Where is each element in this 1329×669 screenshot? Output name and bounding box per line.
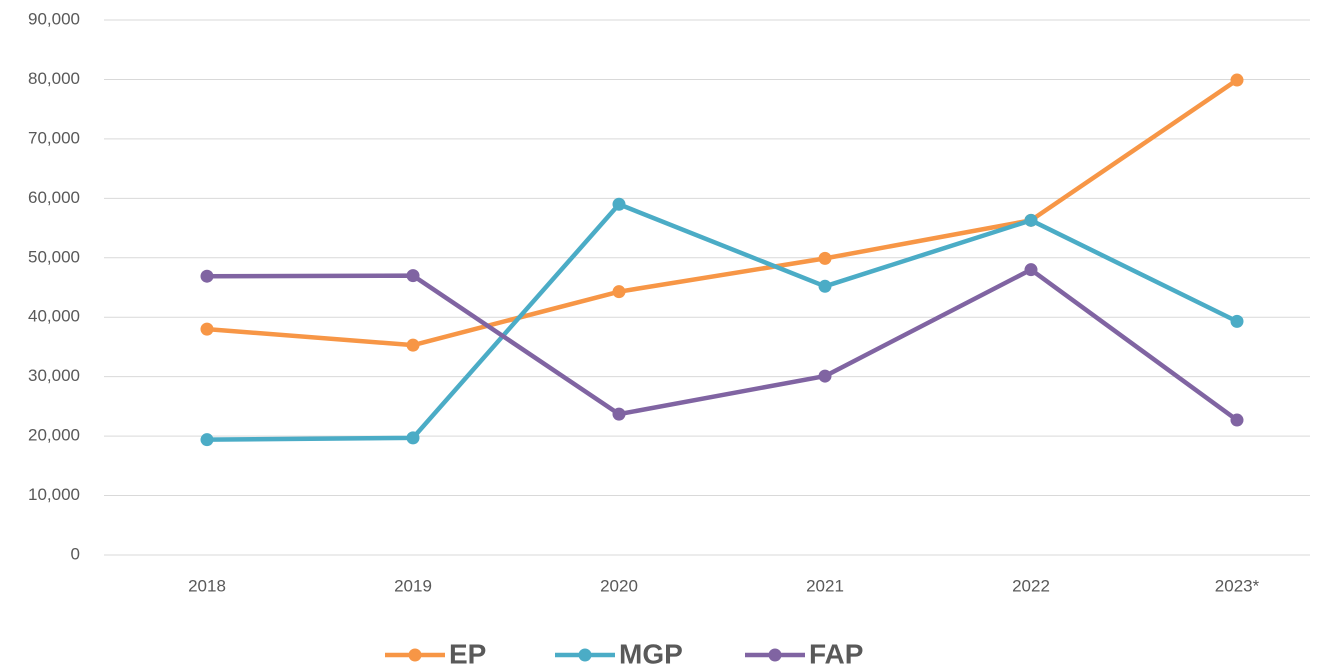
data-point <box>612 285 626 299</box>
x-tick-label: 2019 <box>394 576 432 595</box>
legend-label: EP <box>449 638 486 669</box>
y-tick-label: 60,000 <box>28 188 80 207</box>
series-line <box>206 267 1239 422</box>
series-line <box>206 78 1239 348</box>
y-tick-label: 70,000 <box>28 128 80 147</box>
y-tick-label: 40,000 <box>28 307 80 326</box>
y-tick-label: 90,000 <box>28 9 80 28</box>
data-point <box>406 338 420 352</box>
legend-label: FAP <box>809 638 863 669</box>
x-tick-label: 2022 <box>1012 576 1050 595</box>
data-point <box>818 279 832 293</box>
legend-label: MGP <box>619 638 683 669</box>
data-point <box>200 269 214 283</box>
data-point <box>1024 263 1038 277</box>
x-tick-label: 2023* <box>1215 576 1260 595</box>
legend-marker <box>578 648 592 662</box>
data-point <box>818 251 832 265</box>
y-tick-label: 80,000 <box>28 69 80 88</box>
data-point <box>1024 213 1038 227</box>
data-point <box>612 197 626 211</box>
data-point <box>1230 73 1244 87</box>
x-tick-label: 2018 <box>188 576 226 595</box>
y-tick-label: 50,000 <box>28 247 80 266</box>
series-line <box>206 202 1238 442</box>
y-tick-label: 10,000 <box>28 485 80 504</box>
data-point <box>200 433 214 447</box>
x-tick-label: 2021 <box>806 576 844 595</box>
data-point <box>406 431 420 445</box>
y-tick-label: 30,000 <box>28 366 80 385</box>
y-tick-label: 20,000 <box>28 426 80 445</box>
x-tick-label: 2020 <box>600 576 638 595</box>
data-point <box>1230 413 1244 427</box>
legend-marker <box>768 648 782 662</box>
data-point <box>200 322 214 336</box>
legend-marker <box>408 648 422 662</box>
y-tick-label: 0 <box>71 544 80 563</box>
data-point <box>1230 314 1244 328</box>
data-point <box>612 407 626 421</box>
data-point <box>406 269 420 283</box>
data-point <box>818 369 832 383</box>
